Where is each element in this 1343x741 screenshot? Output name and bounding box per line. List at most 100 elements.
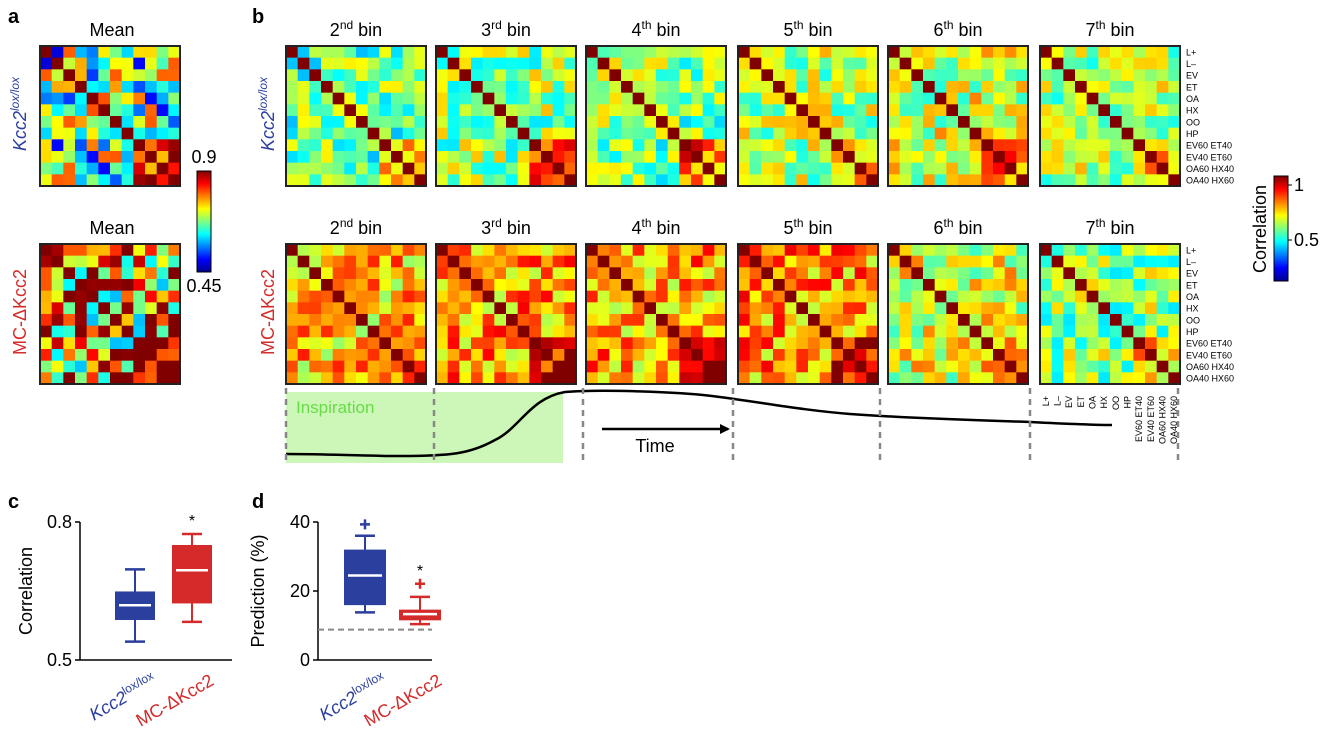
heatmap-cell [923,290,936,303]
heatmap-cell [911,337,924,350]
heatmap-cell [1110,139,1123,152]
heatmap-cell [993,349,1006,362]
heatmap-cell [899,290,912,303]
heatmap-cell [1133,244,1146,257]
heatmap-cell [1075,360,1088,373]
heatmap-cell [133,349,146,362]
heatmap-cell [738,290,751,303]
heatmap-cell [923,314,936,327]
heatmap-cell [714,314,727,327]
heatmap-cell [656,57,669,70]
heatmap-cell [1004,325,1017,338]
heatmap-cell [761,69,774,82]
heatmap-cell [145,139,158,152]
heatmap-cell [981,290,994,303]
heatmap-cell [1121,69,1134,82]
heatmap-cell [1040,372,1053,385]
heatmap-cell [447,290,460,303]
heatmap-cell [854,360,867,373]
heatmap-cell [644,116,657,129]
heatmap-cell [168,360,181,373]
heatmap-cell [414,92,427,105]
box-iqr [172,545,212,604]
heatmap-cell [494,116,507,129]
heatmap-cell [946,279,959,292]
heatmap-cell [379,116,392,129]
heatmap-cell [145,314,158,327]
heatmap-cell [899,46,912,59]
heatmap-cell [656,279,669,292]
heatmap-cell [1086,314,1099,327]
heatmap-cell [866,279,879,292]
heatmap-cell [969,349,982,362]
heatmap-cell [899,151,912,164]
heatmap-cell [1156,139,1169,152]
heatmap-cell [529,162,542,175]
heatmap-cell [1004,46,1017,59]
heatmap-cell [447,139,460,152]
heatmap-cell [702,302,715,315]
heatmap-cell [644,69,657,82]
heatmap-cell [121,360,134,373]
heatmap-cell [702,337,715,350]
heatmap-cell [691,174,704,187]
heatmap-cell [911,314,924,327]
heatmap-cell [773,337,786,350]
heatmap-cell [632,360,645,373]
heatmap-cell [667,279,680,292]
heatmap-cell [1086,290,1099,303]
heatmap-cell [934,151,947,164]
heatmap-cell [1098,116,1111,129]
heatmap-cell [911,46,924,59]
heatmap-cell [1168,325,1181,338]
heatmap-cell [761,290,774,303]
heatmap-cell [1040,349,1053,362]
heatmap-cell [854,372,867,385]
heatmap-cell [391,279,404,292]
heatmap-cell [969,104,982,117]
heatmap-cell [749,337,762,350]
heatmap-cell [1075,104,1088,117]
heatmap-cell [51,360,64,373]
heatmap-cell [796,116,809,129]
heatmap-cell [309,290,322,303]
heatmap-cell [110,349,123,362]
heatmap-cell [1121,267,1134,280]
heatmap-cell [981,360,994,373]
heatmap-cell [156,116,169,129]
heatmap-cell [517,337,530,350]
heatmap-cell [356,92,369,105]
heatmap-cell [923,162,936,175]
heatmap-cell [506,104,519,117]
heatmap-cell [447,244,460,257]
heatmap-cell [482,174,495,187]
heatmap-cell [286,174,299,187]
heatmap-cell [297,372,310,385]
heatmap-cell [121,69,134,82]
heatmap-cell [168,337,181,350]
heatmap-cell [517,69,530,82]
heatmap-cell [597,116,610,129]
heatmap-cell [1086,174,1099,187]
heatmap-cell [911,162,924,175]
heatmap-cell [1004,290,1017,303]
heatmap-cell [1051,349,1064,362]
heatmap-frame [435,243,577,385]
box-control [344,519,386,614]
panel-letter-a: a [8,6,20,28]
heatmap-cell [506,46,519,59]
heatmap-cell [40,174,53,187]
heatmap-cell [1086,46,1099,59]
heatmap-cell [958,104,971,117]
heatmap-cell [75,337,88,350]
heatmap-cell [541,81,554,94]
heatmap-cell [679,290,692,303]
heatmap-cell [632,244,645,257]
bottom-odor-label-group: L+ L– EV ET OA HX OO HP EV60 ET40 EV40 ET60 OA60 H… [1041,396,1179,445]
heatmap-cell [1040,244,1053,257]
heatmap-cell [667,267,680,280]
heatmap-cell [168,302,181,315]
heatmap-cell [156,81,169,94]
heatmap-cell [40,57,53,70]
heatmap-cell [517,372,530,385]
